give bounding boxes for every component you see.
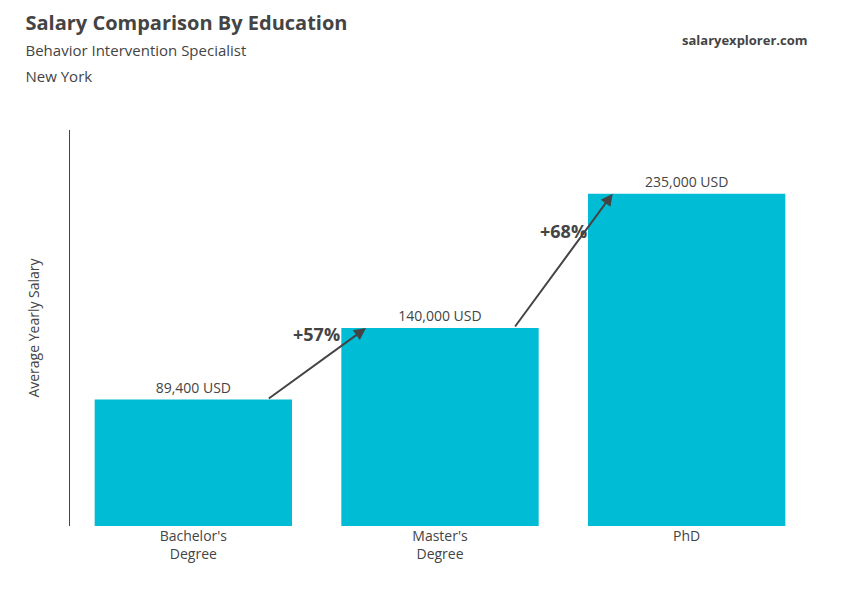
svg-text:+68%: +68% xyxy=(540,219,587,243)
svg-text:Salary Comparison By Education: Salary Comparison By EducationBehavior I… xyxy=(26,9,348,86)
svg-text:140,000 USD: 140,000 USD xyxy=(398,306,481,325)
svg-text:salaryexplorer.com: salaryexplorer.com xyxy=(682,31,808,49)
svg-text:Average Yearly Salary: Average Yearly Salary xyxy=(24,257,43,397)
svg-text:PhD: PhD xyxy=(673,526,700,545)
svg-text:Master'sDegree: Master'sDegree xyxy=(412,526,468,563)
svg-text:Bachelor'sDegree: Bachelor'sDegree xyxy=(160,526,228,563)
svg-text:235,000 USD: 235,000 USD xyxy=(645,172,728,191)
svg-text:89,400 USD: 89,400 USD xyxy=(156,378,231,397)
svg-text:+57%: +57% xyxy=(293,322,340,346)
